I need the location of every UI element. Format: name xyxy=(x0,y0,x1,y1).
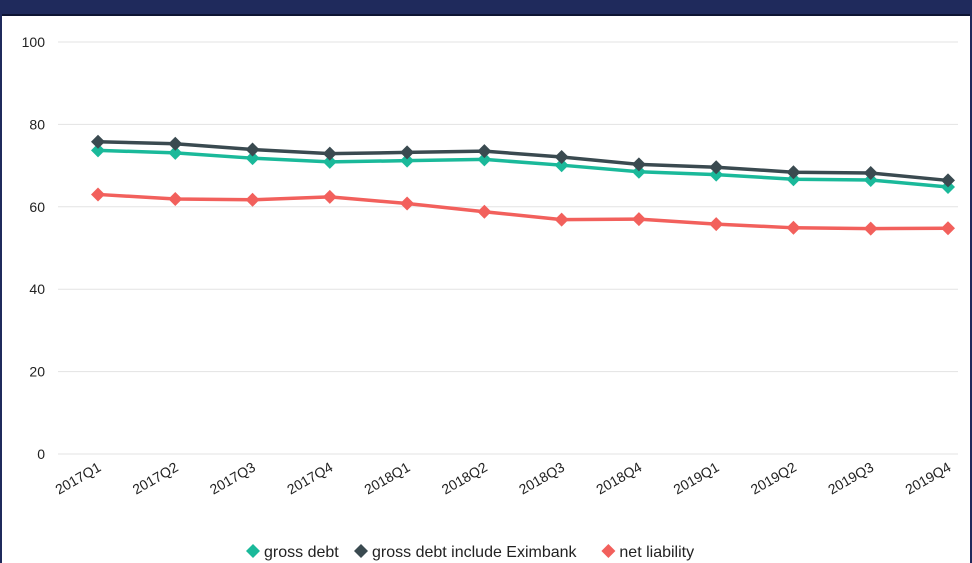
y-tick-label: 0 xyxy=(37,446,45,462)
x-tick-label: 2017Q2 xyxy=(130,459,181,498)
x-tick-label: 2017Q4 xyxy=(284,459,335,498)
y-tick-label: 100 xyxy=(22,34,46,50)
y-tick-label: 40 xyxy=(29,281,45,297)
x-tick-label: 2019Q3 xyxy=(825,459,876,498)
data-point xyxy=(863,173,878,188)
y-tick-label: 60 xyxy=(29,199,45,215)
data-point xyxy=(322,189,337,204)
x-tick-label: 2018Q4 xyxy=(593,459,644,498)
frame-left-border xyxy=(0,0,2,563)
x-tick-label: 2017Q1 xyxy=(52,459,103,498)
data-point xyxy=(631,157,646,172)
series-group xyxy=(91,134,955,236)
data-point xyxy=(245,192,260,207)
data-point xyxy=(400,153,415,168)
data-point xyxy=(554,149,569,164)
data-point xyxy=(631,164,646,179)
data-point xyxy=(709,167,724,182)
y-axis-ticks: 0 20 40 60 80 100 xyxy=(22,34,46,462)
data-point xyxy=(554,158,569,173)
data-point xyxy=(477,152,492,167)
window-top-bar xyxy=(0,0,972,16)
x-tick-label: 2019Q4 xyxy=(902,459,953,498)
data-point xyxy=(709,217,724,232)
data-point xyxy=(91,134,105,149)
data-point xyxy=(786,172,801,187)
x-tick-label: 2018Q3 xyxy=(516,459,567,498)
data-point xyxy=(477,144,492,159)
x-axis-ticks: 2017Q1 2017Q2 2017Q3 2017Q4 2018Q1 2018Q2 2018… xyxy=(52,459,953,498)
data-point xyxy=(91,187,105,202)
data-point xyxy=(322,154,337,169)
data-point xyxy=(554,212,569,227)
data-point xyxy=(786,165,801,180)
legend-marker xyxy=(354,544,368,558)
data-point xyxy=(245,142,260,157)
legend-marker xyxy=(601,544,616,558)
data-point xyxy=(168,136,183,151)
x-tick-label: 2018Q2 xyxy=(439,459,490,498)
x-tick-label: 2019Q1 xyxy=(671,459,722,498)
data-point xyxy=(400,145,415,160)
data-point xyxy=(786,220,801,235)
gridlines xyxy=(58,41,958,455)
y-tick-label: 80 xyxy=(29,116,45,132)
legend: gross debt gross debt include Eximbank net… xyxy=(246,544,694,561)
data-point xyxy=(245,151,260,166)
series-1 xyxy=(91,143,955,195)
data-point xyxy=(863,166,878,181)
series-3 xyxy=(91,187,955,236)
legend-marker xyxy=(246,544,260,558)
data-point xyxy=(477,204,492,219)
data-point xyxy=(91,143,105,158)
data-point xyxy=(400,196,415,211)
legend-label: gross debt include Eximbank xyxy=(372,544,578,561)
legend-label: gross debt xyxy=(264,544,339,561)
data-point xyxy=(709,160,724,175)
data-point xyxy=(322,146,337,161)
data-point xyxy=(863,221,878,236)
legend-label: net liability xyxy=(619,544,694,561)
frame-right-border xyxy=(970,0,972,563)
series-line xyxy=(97,148,949,189)
x-tick-label: 2018Q1 xyxy=(361,459,412,498)
series-line xyxy=(97,192,949,231)
data-point xyxy=(168,145,183,160)
series-line xyxy=(97,139,949,183)
y-tick-label: 20 xyxy=(29,364,45,380)
series-2 xyxy=(91,134,955,188)
data-point xyxy=(631,212,646,227)
data-point xyxy=(168,191,183,206)
x-tick-label: 2019Q2 xyxy=(748,459,799,498)
data-point xyxy=(941,173,955,188)
data-point xyxy=(941,221,955,236)
x-tick-label: 2017Q3 xyxy=(207,459,258,498)
